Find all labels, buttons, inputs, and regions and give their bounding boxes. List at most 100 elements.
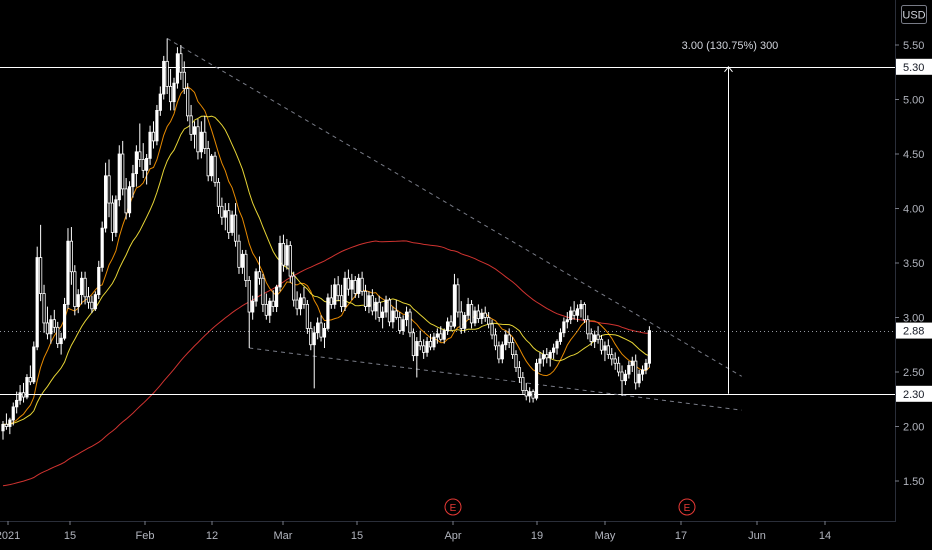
candle <box>463 312 467 333</box>
candle <box>292 271 296 307</box>
candle <box>62 297 67 341</box>
candle <box>634 354 638 390</box>
candle-body <box>155 110 159 142</box>
candle-body <box>66 240 70 305</box>
candle-body <box>233 214 238 242</box>
candle <box>131 164 135 198</box>
candle <box>582 302 587 323</box>
candle-body <box>165 60 169 87</box>
candle-body <box>11 406 15 421</box>
candle-body <box>425 341 429 353</box>
candle-body <box>596 334 600 340</box>
candle-body <box>610 354 614 360</box>
candle-body <box>110 202 115 233</box>
candle-body <box>151 131 156 142</box>
candle <box>480 308 484 325</box>
candle-body <box>381 311 385 318</box>
candle-body <box>141 159 145 171</box>
candle-body <box>459 311 463 329</box>
candle <box>110 195 115 242</box>
candle <box>247 276 251 349</box>
candle <box>35 246 39 351</box>
candle-body <box>220 205 224 218</box>
candle <box>610 348 614 366</box>
candle <box>637 369 641 388</box>
candle <box>640 365 645 381</box>
candle-body <box>613 358 617 364</box>
time-tick-label: 19 <box>531 530 543 542</box>
candle-body <box>336 284 340 297</box>
candle-body <box>145 157 149 171</box>
price-axis[interactable]: 5.50 5.00 4.50 4.00 3.50 3.00 2.50 2.00 1.50 <box>895 40 924 488</box>
candle <box>644 358 648 375</box>
candle-body <box>90 301 94 310</box>
candle-body <box>552 347 556 353</box>
currency-button[interactable]: USD <box>901 5 927 24</box>
price-label-box <box>896 385 932 402</box>
candle-body <box>97 266 101 296</box>
candle-body <box>127 186 132 214</box>
candle-body <box>148 131 152 159</box>
candle <box>254 268 258 307</box>
candle-body <box>227 210 231 233</box>
candle <box>86 286 91 309</box>
candle-body <box>620 371 624 382</box>
candle <box>394 300 398 320</box>
candle <box>541 350 545 367</box>
candle-body <box>309 327 313 346</box>
measure-arrowhead <box>724 65 733 73</box>
candle <box>524 382 528 401</box>
candle-body <box>490 323 494 336</box>
candle <box>336 276 340 302</box>
candle <box>203 115 207 154</box>
candle <box>623 369 628 386</box>
price-tick-label: 4.00 <box>903 204 924 216</box>
candle-body <box>466 304 470 316</box>
candle <box>121 140 125 196</box>
earnings-marker[interactable]: E <box>444 498 462 516</box>
candle-body <box>418 341 422 347</box>
earnings-marker-label: E <box>450 503 457 514</box>
candle-body <box>45 322 50 335</box>
candle <box>199 121 203 159</box>
candle <box>76 289 80 314</box>
earnings-marker[interactable]: E <box>678 498 696 516</box>
candle <box>579 300 583 318</box>
candle <box>168 68 173 111</box>
candle-body <box>35 257 39 348</box>
candle-body <box>432 336 436 348</box>
candle-body <box>86 296 91 303</box>
candle-body <box>240 253 244 268</box>
candle <box>329 284 333 309</box>
time-tick-label: Mar <box>274 530 293 542</box>
candle-body <box>59 337 63 345</box>
candle-body <box>316 322 320 334</box>
candle <box>162 55 166 100</box>
candle <box>456 278 460 318</box>
candle <box>404 306 409 327</box>
candle <box>244 249 248 287</box>
candle <box>452 273 457 329</box>
candle-body <box>422 345 426 353</box>
candle-body <box>121 153 125 190</box>
candle-body <box>500 344 504 360</box>
candle-body <box>394 310 398 318</box>
candle <box>569 306 573 325</box>
candle-body <box>199 131 203 153</box>
candle-body <box>271 300 275 307</box>
candle <box>11 402 15 426</box>
candle-body <box>175 53 180 84</box>
candle-body <box>449 321 453 327</box>
candle <box>59 332 63 355</box>
candle <box>151 121 156 149</box>
candle <box>274 284 279 313</box>
candle <box>343 271 347 311</box>
candle <box>141 143 145 178</box>
time-axis[interactable]: 2021 15 Feb 12 Mar 15 Apr 19 May 17 Jun 14 E E <box>0 498 831 542</box>
candle-body <box>278 242 282 288</box>
candle <box>387 297 392 327</box>
candle <box>357 273 361 298</box>
candle <box>555 339 559 355</box>
candle-body <box>493 334 498 347</box>
